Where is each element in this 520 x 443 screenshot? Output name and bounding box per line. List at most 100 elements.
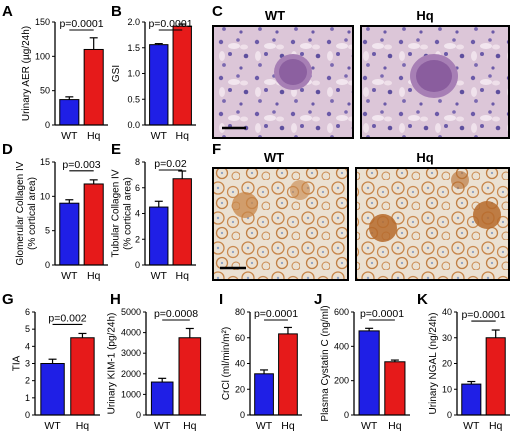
y-axis-label-a: Urinary AER (µg/24h): [21, 26, 32, 121]
y-tick-label-i-2: 40: [235, 359, 245, 369]
y-tick-label-e-2: 4: [135, 209, 140, 219]
chart-e: WT Hq 0 2 4 6 8 Tubular Collagen IV (% cortical …: [111, 157, 196, 282]
y-axis-label-2-e: (% cortical area): [123, 177, 134, 250]
p-value-g: p=0.002: [48, 312, 86, 324]
p-value-j: p=0.0001: [360, 308, 404, 320]
y-axis-label-h: Urinary KIM-1 (pg/24h): [106, 313, 117, 415]
p-value-b: p=0.0001: [148, 18, 192, 30]
y-axis-label-b: GSI: [111, 65, 122, 82]
y-tick-label-b-0: 0.0: [127, 120, 140, 130]
y-tick-label-g-2: 2: [25, 376, 30, 386]
bar-k-hq: [485, 337, 506, 416]
y-tick-label-j-3: 600: [334, 307, 349, 317]
y-tick-label-e-3: 6: [135, 183, 140, 193]
p-value-e: p=0.02: [154, 158, 187, 170]
panel-label-d: D: [2, 141, 13, 158]
y-tick-label-k-4: 40: [442, 307, 452, 317]
panel-label-j: J: [314, 291, 322, 308]
x-tick-label-g-wt: WT: [44, 420, 61, 432]
bar-b-wt: [149, 44, 169, 126]
x-tick-label-d-wt: WT: [61, 270, 78, 282]
x-tick-label-j-hq: Hq: [388, 420, 402, 432]
bar-j-hq: [384, 361, 406, 416]
bar-e-wt: [149, 206, 169, 266]
micrograph-f: WT Hq: [212, 150, 510, 281]
bar-a-hq: [83, 48, 104, 126]
y-tick-label-k-1: 10: [442, 384, 452, 394]
y-tick-label-d-3: 15: [40, 157, 50, 167]
x-tick-label-k-hq: Hq: [489, 420, 503, 432]
y-tick-label-g-0: 0: [25, 410, 30, 420]
bar-h-wt: [150, 381, 174, 416]
p-value-h: p=0.0008: [154, 308, 198, 320]
bar-b-hq: [172, 25, 192, 126]
panel-label-b: B: [111, 3, 122, 20]
bar-a-wt: [59, 99, 80, 126]
x-tick-label-b-hq: Hq: [176, 130, 190, 142]
bar-d-hq: [83, 183, 104, 266]
y-tick-label-k-2: 20: [442, 359, 452, 369]
y-tick-label-d-2: 10: [40, 191, 50, 201]
y-tick-label-j-1: 200: [334, 376, 349, 386]
panel-label-h: H: [110, 291, 121, 308]
y-axis-label-g: TIA: [12, 355, 23, 371]
x-tick-label-b-wt: WT: [151, 130, 168, 142]
x-tick-label-j-wt: WT: [361, 420, 378, 432]
x-tick-label-d-hq: Hq: [87, 270, 101, 282]
y-tick-label-b-2: 1.0: [127, 69, 140, 79]
y-tick-label-a-3: 150: [35, 17, 50, 27]
y-axis-label-i: CrCl (ml/min/m²): [221, 327, 232, 400]
chart-h: WT Hq 0 1000 2000 3000 4000 5000 Urinary KIM-1 (…: [106, 307, 206, 432]
y-axis-label-2-d: (% cortical area): [27, 177, 38, 250]
y-tick-label-j-0: 0: [344, 410, 349, 420]
panel-label-i: I: [219, 291, 223, 308]
micrograph-f-left-label: WT: [264, 150, 284, 165]
micrograph-f-wt-image: [212, 167, 349, 281]
panel-label-k: K: [417, 291, 428, 308]
p-value-k: p=0.0001: [461, 309, 505, 321]
x-tick-label-a-wt: WT: [61, 130, 78, 142]
bar-g-wt: [40, 363, 65, 416]
y-tick-label-j-2: 400: [334, 341, 349, 351]
y-tick-label-b-3: 1.5: [127, 43, 140, 53]
y-tick-label-h-3: 3000: [121, 348, 141, 358]
bar-g-hq: [70, 337, 95, 416]
y-tick-label-a-2: 100: [35, 51, 50, 61]
y-tick-label-i-1: 20: [235, 384, 245, 394]
y-tick-label-h-2: 2000: [121, 369, 141, 379]
y-tick-label-h-1: 1000: [121, 389, 141, 399]
panel-label-c: C: [212, 3, 223, 20]
y-tick-label-b-4: 2.0: [127, 17, 140, 27]
y-tick-label-d-1: 5: [45, 226, 50, 236]
panel-label-f: F: [212, 141, 221, 158]
x-tick-label-e-hq: Hq: [176, 270, 190, 282]
panel-label-g: G: [2, 291, 14, 308]
bar-h-hq: [178, 337, 202, 416]
p-value-i: p=0.0001: [254, 308, 298, 320]
bar-i-hq: [278, 333, 298, 416]
x-tick-label-e-wt: WT: [151, 270, 168, 282]
y-tick-label-i-0: 0: [240, 410, 245, 420]
micrograph-c-right-label: Hq: [416, 8, 433, 23]
y-tick-label-g-1: 1: [25, 393, 30, 403]
x-tick-label-h-wt: WT: [154, 420, 171, 432]
bar-j-wt: [358, 330, 380, 416]
y-tick-label-h-5: 5000: [121, 307, 141, 317]
y-tick-label-i-4: 80: [235, 307, 245, 317]
panel-label-a: A: [2, 3, 13, 20]
panel-label-e: E: [111, 141, 121, 158]
y-tick-label-e-1: 2: [135, 234, 140, 244]
y-tick-label-e-4: 8: [135, 157, 140, 167]
chart-g: WT Hq 0 1 2 3 4 5 6 TIA p=0.002: [12, 307, 100, 432]
y-tick-label-g-4: 4: [25, 341, 30, 351]
micrograph-c-left-label: WT: [265, 8, 285, 23]
y-tick-label-h-4: 4000: [121, 328, 141, 338]
glomerulus-wt-ihc: [232, 192, 258, 218]
y-tick-label-k-3: 30: [442, 333, 452, 343]
